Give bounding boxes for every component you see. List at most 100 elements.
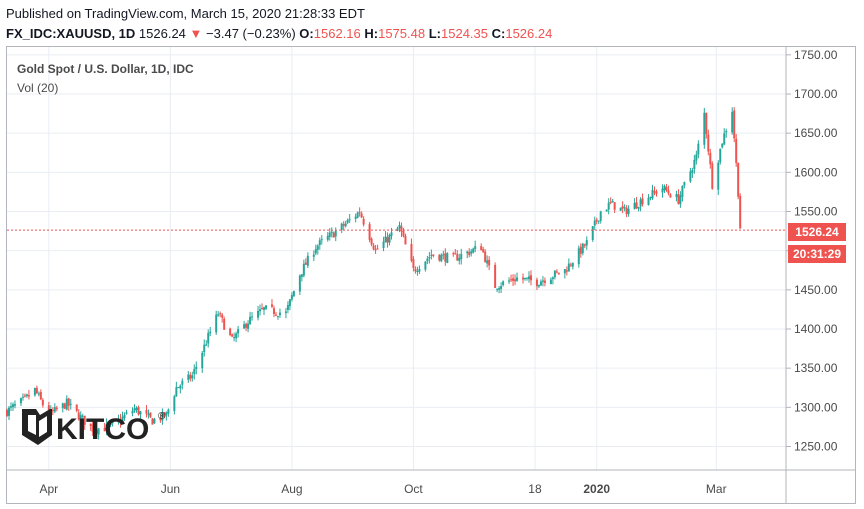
candle-body — [223, 318, 226, 330]
candle-body — [689, 171, 692, 182]
candle-body — [97, 428, 100, 435]
candle-body — [597, 220, 600, 222]
candle-body — [229, 328, 232, 336]
candle-body — [187, 374, 190, 380]
candle-body — [288, 299, 291, 307]
kitco-mark-icon — [22, 409, 52, 445]
candle-body — [388, 234, 391, 243]
candle-body — [41, 399, 44, 406]
candle-body — [53, 407, 56, 412]
candle-body — [456, 254, 459, 261]
candle-body — [39, 392, 42, 400]
candle-body — [516, 277, 519, 281]
candle-body — [67, 398, 70, 406]
candle-body — [103, 427, 106, 432]
candle-body — [683, 182, 686, 186]
candle-body — [63, 403, 66, 409]
published-text: Published on TradingView.com, March 15, … — [6, 6, 365, 21]
candle-body — [93, 431, 96, 434]
candle-body — [346, 220, 349, 223]
candle-body — [318, 240, 321, 246]
candle-body — [147, 413, 150, 416]
candle-body — [119, 419, 122, 423]
candle-body — [231, 334, 234, 337]
candle-body — [577, 248, 580, 265]
x-tick-label: Mar — [706, 482, 727, 496]
candle-body — [209, 331, 212, 334]
candle-body — [500, 286, 503, 289]
candle-body — [175, 387, 178, 397]
candle-body — [486, 260, 489, 264]
candle-body — [19, 398, 22, 404]
candle-body — [502, 281, 505, 286]
candle-body — [195, 366, 198, 369]
candle-body — [569, 264, 572, 266]
candle-body — [65, 398, 68, 410]
candle-body — [637, 206, 640, 209]
published-line: Published on TradingView.com, March 15, … — [6, 6, 365, 21]
candle-body — [312, 254, 315, 257]
y-tick-label: 1600.00 — [794, 165, 838, 179]
candle-body — [259, 309, 262, 312]
candle-body — [703, 112, 706, 145]
y-tick-label: 1300.00 — [794, 400, 838, 414]
x-tick-label: Apr — [39, 482, 58, 496]
down-arrow-icon: ▼ — [189, 26, 203, 41]
candle-body — [235, 333, 238, 339]
candle-body — [651, 189, 654, 199]
candle-body — [75, 404, 78, 411]
candle-body — [257, 310, 260, 318]
candle-body — [697, 143, 700, 155]
grid-lines — [7, 47, 786, 470]
y-tick-label: 1650.00 — [794, 126, 838, 140]
candle-body — [302, 263, 305, 276]
candle-body — [444, 253, 447, 262]
candle-body — [215, 314, 218, 333]
candle-body — [498, 288, 501, 290]
candle-body — [579, 247, 582, 254]
y-tick-label: 1400.00 — [794, 322, 838, 336]
candle-body — [149, 412, 152, 418]
candle-body — [7, 407, 10, 416]
candle-body — [633, 202, 636, 210]
chart-title: Gold Spot / U.S. Dollar, 1D, IDC — [17, 62, 194, 76]
candle-body — [328, 232, 331, 237]
candle-body — [647, 197, 650, 206]
candle-body — [320, 239, 323, 241]
candle-body — [655, 191, 658, 194]
candle-body — [314, 249, 317, 254]
candle-body — [609, 201, 612, 203]
candle-body — [79, 415, 82, 420]
candle-body — [384, 236, 387, 243]
y-tick-label: 1350.00 — [794, 361, 838, 375]
candle-body — [121, 416, 124, 422]
candle-body — [217, 314, 220, 316]
candle-body — [605, 209, 608, 212]
candle-body — [276, 316, 279, 318]
candle-body — [416, 271, 419, 273]
candle-body — [316, 245, 319, 250]
candle-body — [537, 285, 540, 287]
candle-body — [454, 253, 457, 255]
candle-body — [298, 275, 301, 292]
candle-body — [386, 237, 389, 243]
y-tick-label: 1250.00 — [794, 440, 838, 454]
candle-body — [424, 261, 427, 270]
candle-body — [145, 410, 148, 414]
candle-body — [522, 277, 525, 280]
candle-body — [484, 251, 487, 263]
candle-body — [400, 226, 403, 232]
candle-body — [525, 277, 528, 279]
candle-body — [265, 305, 268, 309]
candle-body — [278, 312, 281, 316]
candle-body — [669, 194, 672, 198]
candle-body — [653, 191, 656, 193]
candle-body — [354, 216, 357, 219]
y-tick-label: 1450.00 — [794, 283, 838, 297]
candle-body — [553, 270, 556, 278]
chart-frame[interactable] — [6, 46, 856, 504]
candle-body — [368, 224, 371, 240]
candle-body — [21, 396, 24, 398]
candle-body — [508, 280, 511, 282]
